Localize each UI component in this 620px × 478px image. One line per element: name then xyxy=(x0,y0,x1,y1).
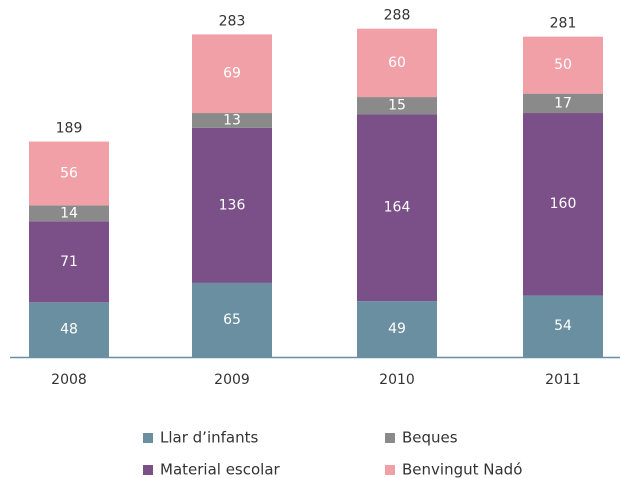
total-label: 281 xyxy=(550,16,577,32)
bar-segment xyxy=(29,141,109,206)
legend-label: Material escolar xyxy=(160,461,281,478)
bar-segment xyxy=(357,28,437,98)
bar-segment xyxy=(29,221,109,303)
legend-swatch xyxy=(143,465,153,475)
legend-swatch xyxy=(143,433,153,443)
total-label: 288 xyxy=(384,8,411,24)
bar-segment xyxy=(29,302,109,357)
bar-segment xyxy=(357,114,437,302)
bar-segment xyxy=(523,295,603,357)
data-label: 65 xyxy=(223,312,241,328)
total-label: 189 xyxy=(56,121,83,137)
data-label: 160 xyxy=(550,196,577,212)
data-label: 49 xyxy=(388,321,406,337)
x-tick-label: 2008 xyxy=(51,372,87,388)
x-tick-label: 2009 xyxy=(214,372,250,388)
legend-label: Benvingut Nadó xyxy=(402,461,522,478)
legend-label: Llar d’infants xyxy=(160,429,258,447)
legend-swatch xyxy=(385,465,395,475)
bar-segment xyxy=(357,97,437,115)
data-label: 15 xyxy=(388,98,406,114)
data-label: 17 xyxy=(554,95,572,111)
bar-segment xyxy=(523,113,603,296)
total-label: 283 xyxy=(219,13,246,29)
legend-swatch xyxy=(385,433,395,443)
data-label: 48 xyxy=(60,322,78,338)
data-label: 164 xyxy=(384,200,411,216)
data-label: 71 xyxy=(60,254,78,270)
bar-segment xyxy=(192,113,272,128)
data-label: 54 xyxy=(554,318,572,334)
data-label: 69 xyxy=(223,66,241,82)
bar-segment xyxy=(192,34,272,114)
data-label: 136 xyxy=(219,197,246,213)
x-tick-label: 2011 xyxy=(545,372,581,388)
legend-label: Beques xyxy=(402,429,458,447)
data-label: 14 xyxy=(60,205,78,221)
data-label: 56 xyxy=(60,165,78,181)
bar-segment xyxy=(29,205,109,222)
bar-segment xyxy=(357,301,437,357)
bar-segment xyxy=(523,93,603,114)
data-label: 13 xyxy=(223,112,241,128)
x-tick-label: 2010 xyxy=(379,372,415,388)
bar-segment xyxy=(192,127,272,283)
data-label: 60 xyxy=(388,55,406,71)
bar-segment xyxy=(192,282,272,357)
bar-segment xyxy=(523,36,603,94)
data-label: 50 xyxy=(554,57,572,73)
